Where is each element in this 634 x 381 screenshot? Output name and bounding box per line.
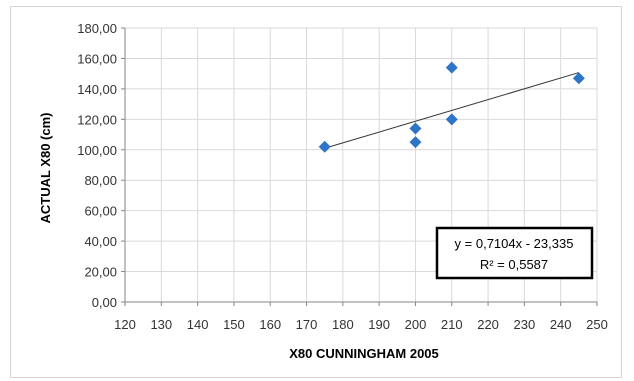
x-tick-label: 120 bbox=[114, 317, 136, 332]
r-squared-label: R² = 0,5587 bbox=[480, 257, 548, 272]
x-axis-title: X80 CUNNINGHAM 2005 bbox=[289, 346, 439, 361]
x-tick-label: 210 bbox=[441, 317, 463, 332]
chart-frame bbox=[10, 6, 622, 378]
data-points bbox=[318, 61, 585, 153]
x-tick-labels: 120 130 140 150 160 170 180 190 200 210 220 230 240 2… bbox=[114, 317, 608, 332]
y-tick-label: 140,00 bbox=[77, 82, 117, 97]
y-tick-label: 160,00 bbox=[77, 51, 117, 66]
x-tick-label: 130 bbox=[150, 317, 172, 332]
trendline-line bbox=[324, 72, 579, 149]
y-tick-label: 80,00 bbox=[84, 173, 117, 188]
data-point bbox=[572, 72, 585, 85]
y-tick-label: 40,00 bbox=[84, 234, 117, 249]
y-tick-label: 180,00 bbox=[77, 21, 117, 36]
x-tick-label: 220 bbox=[477, 317, 499, 332]
y-tick-label: 60,00 bbox=[84, 204, 117, 219]
y-tick-label: 0,00 bbox=[92, 295, 117, 310]
x-tick-label: 140 bbox=[187, 317, 209, 332]
x-tick-label: 180 bbox=[332, 317, 354, 332]
y-tick-labels: 0,00 20,00 40,00 60,00 80,00 100,00 120,00 140,… bbox=[77, 21, 117, 310]
x-tick-label: 200 bbox=[405, 317, 427, 332]
equation-box: y = 0,7104x - 23,335 R² = 0,5587 bbox=[435, 226, 594, 280]
data-point bbox=[409, 122, 422, 135]
trendline bbox=[324, 72, 579, 149]
data-point bbox=[318, 140, 331, 153]
y-axis-title: ACTUAL X80 (cm) bbox=[38, 112, 53, 223]
x-tick-label: 250 bbox=[586, 317, 608, 332]
trendline-equation: y = 0,7104x - 23,335 bbox=[455, 236, 574, 251]
x-tick-label: 150 bbox=[223, 317, 245, 332]
x-tick-label: 170 bbox=[296, 317, 318, 332]
x-tick-label: 240 bbox=[550, 317, 572, 332]
x-tick-label: 160 bbox=[259, 317, 281, 332]
x-tick-label: 190 bbox=[368, 317, 390, 332]
axes bbox=[121, 27, 598, 306]
data-point bbox=[445, 61, 458, 74]
y-tick-label: 100,00 bbox=[77, 143, 117, 158]
data-point bbox=[445, 113, 458, 126]
y-tick-label: 120,00 bbox=[77, 112, 117, 127]
y-tick-label: 20,00 bbox=[84, 265, 117, 280]
x-tick-label: 230 bbox=[514, 317, 536, 332]
data-point bbox=[409, 136, 422, 149]
